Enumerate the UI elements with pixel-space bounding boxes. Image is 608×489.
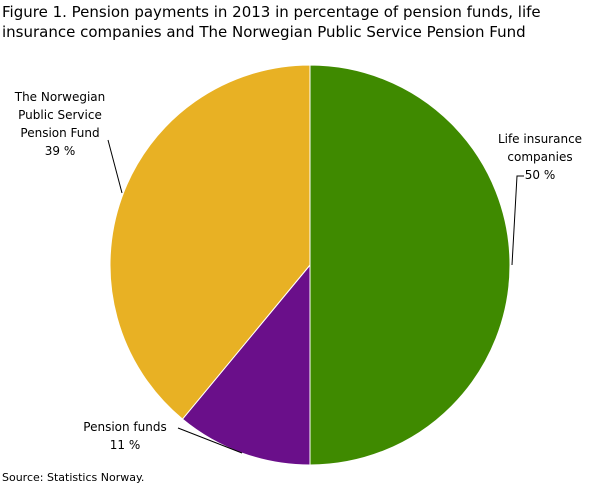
leader-line <box>177 427 243 454</box>
leader-line <box>511 175 524 266</box>
value-label: 11 % <box>109 438 141 452</box>
pie-slice <box>309 64 511 466</box>
category-label: The Norwegian Public Service Pension Fun… <box>14 90 106 140</box>
category-label: Life insurance companies <box>497 132 583 164</box>
chart-title: Figure 1. Pension payments in 2013 in pe… <box>2 3 541 41</box>
leader-line <box>107 139 123 194</box>
category-label: Pension funds <box>83 420 167 434</box>
pie-slice <box>181 263 311 466</box>
pie-slice <box>109 64 311 420</box>
source: Source: Statistics Norway. <box>2 471 145 484</box>
value-label: 39 % <box>44 144 76 158</box>
slice-label: Life insurance companies 50 % <box>480 130 600 184</box>
value-label: 50 % <box>524 168 556 182</box>
slice-label: The Norwegian Public Service Pension Fun… <box>5 88 115 160</box>
slice-label: Pension funds 11 % <box>70 418 180 454</box>
